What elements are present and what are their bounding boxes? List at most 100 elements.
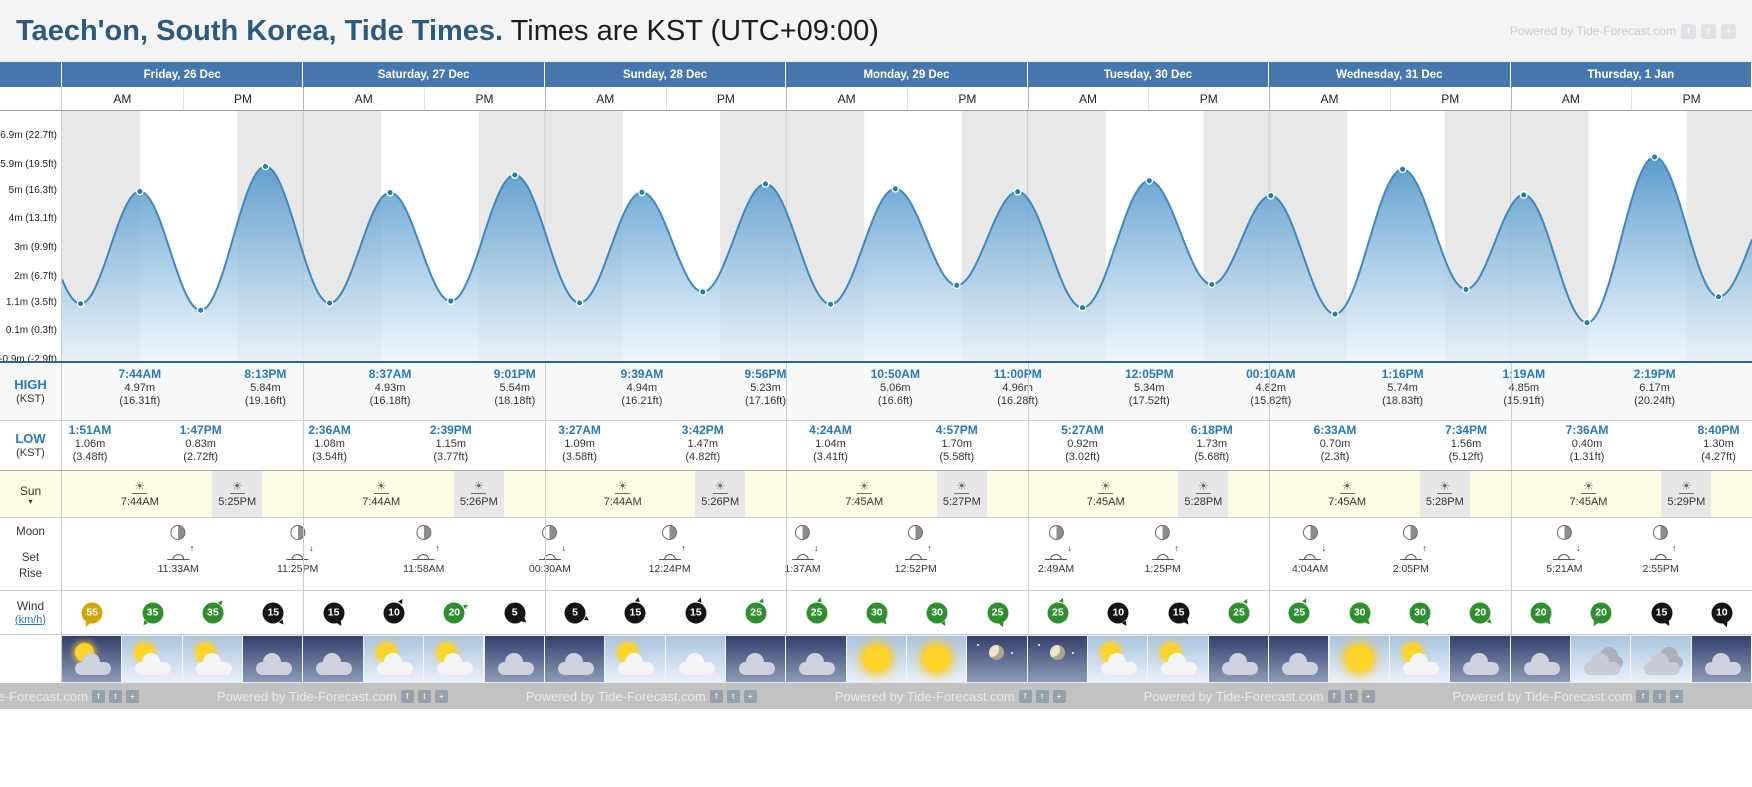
weather-cells (62, 635, 1752, 683)
facebook-icon[interactable]: f (1636, 689, 1650, 703)
twitter-icon[interactable]: t (1035, 689, 1049, 703)
wind-direction-arrow: ▲ (1421, 618, 1433, 631)
share-icon[interactable]: + (1361, 689, 1375, 703)
low-tide-entry: 5:27AM 0.92m (3.02ft) (1061, 423, 1104, 465)
tide-height-m: 5.84m (250, 381, 281, 394)
footer-powered-by-link[interactable]: Powered by Tide-Forecast.com (1143, 688, 1324, 704)
tide-time: 3:42PM (681, 423, 724, 437)
facebook-icon[interactable]: f (91, 689, 105, 703)
facebook-icon[interactable]: f (709, 689, 723, 703)
facebook-icon[interactable]: f (1327, 689, 1341, 703)
tide-chart-row: 7.9m (25.9ft) 6.9m (22.7ft) 5.9m (19.5ft) 5… (0, 111, 1752, 363)
cloud-icon (135, 653, 172, 675)
weather-tile-night-cloud (1269, 636, 1330, 682)
footer-powered-by-link[interactable]: Powered by Tide-Forecast.com (216, 688, 397, 704)
footer-powered-by-link[interactable]: Powered by Tide-Forecast.com (0, 688, 88, 704)
footer-powered-by-link[interactable]: Powered by Tide-Forecast.com (525, 688, 706, 704)
cloud-icon (618, 653, 655, 675)
day-boundary-line (1027, 87, 1029, 110)
twitter-icon[interactable]: t (417, 689, 431, 703)
twitter-icon[interactable]: t (1344, 689, 1358, 703)
high-tide-entry: 1:19AM 4.85m (15.91ft) (1502, 367, 1545, 409)
wind-direction-arrow: ▲ (215, 596, 228, 609)
moon-rise-entry: ↑ 2:55PM (1643, 525, 1679, 575)
moon-set-entry: ↓ 2:49AM (1038, 525, 1074, 575)
footer-powered-by-link[interactable]: Powered by Tide-Forecast.com (1452, 688, 1633, 704)
wind-direction-arrow: ▲ (395, 594, 407, 607)
y-axis-tick: 6.9m (22.7ft) (0, 130, 57, 141)
tide-point (196, 306, 205, 315)
twitter-icon[interactable]: t (108, 689, 122, 703)
high-tide-entry: 1:16PM 5.74m (18.83ft) (1382, 367, 1424, 409)
weather-tile-night-moon (967, 636, 1028, 682)
day-boundary-line (1027, 363, 1029, 420)
twitter-icon[interactable]: t (1653, 689, 1667, 703)
moon-phase-icon (1048, 525, 1064, 540)
day-header-row: Friday, 26 Dec Saturday, 27 Dec Sunday, 28… (0, 62, 1752, 87)
wind-direction-arrow: ▲ (1057, 594, 1068, 606)
weather-tile-night-cloud (1450, 636, 1511, 682)
share-icon[interactable]: + (743, 689, 757, 703)
wind-direction-arrow: ▲ (334, 618, 347, 631)
tide-point (261, 162, 270, 171)
share-icon[interactable]: + (434, 689, 448, 703)
wind-speed-badge: 35 ▲ (139, 602, 163, 630)
half-day-line (1631, 87, 1633, 110)
moon-row-label: Moon Set Rise (0, 518, 62, 590)
weather-tile-day-suncloud (182, 636, 244, 682)
day-boundary-line (303, 87, 305, 110)
wind-direction-arrow: ▲ (1299, 594, 1311, 607)
sunset-time: 5:26PM (701, 495, 740, 508)
day-header-4: Monday, 29 Dec (786, 62, 1028, 87)
twitter-icon[interactable]: t (1701, 23, 1716, 39)
wind-unit-link[interactable]: (km/h) (14, 613, 47, 626)
tide-point (826, 300, 835, 309)
tide-curve-svg (62, 111, 1752, 361)
wind-speed-badge: 20 ▲ (1589, 602, 1612, 630)
high-tide-entry: 9:56PM 5.23m (17.16ft) (744, 367, 786, 409)
twitter-icon[interactable]: t (726, 689, 740, 703)
y-axis-tick: 0.1m (0.3ft) (5, 325, 57, 337)
y-axis-tick: 5.9m (19.5ft) (0, 158, 57, 170)
powered-by-link[interactable]: Powered by Tide-Forecast.com (1509, 24, 1676, 38)
day-boundary-line (786, 421, 788, 470)
tide-point (510, 171, 519, 179)
facebook-icon[interactable]: f (1681, 23, 1696, 39)
share-icon[interactable]: + (1052, 689, 1066, 703)
moon-set-entry: ↓ 4:04AM (1292, 525, 1328, 575)
moon-set-icon: ↓ (1553, 544, 1580, 560)
moon-phase-icon (416, 525, 432, 540)
footer-powered-by-link[interactable]: Powered by Tide-Forecast.com (834, 688, 1015, 704)
wind-speed-badge: 30 ▲ (1409, 602, 1432, 630)
wind-speed-badge: 30 ▲ (866, 602, 891, 629)
day-boundary-line (1510, 421, 1512, 470)
facebook-icon[interactable]: f (1018, 689, 1032, 703)
tide-height-ft: (16.6ft) (877, 395, 913, 407)
wind-speed-badge: 5 ▲ (504, 602, 531, 627)
tide-time: 9:01PM (493, 367, 536, 381)
low-tide-entry: 6:18PM 1.73m (5.68ft) (1191, 423, 1233, 465)
horizon-line (615, 492, 631, 494)
weather-tile-night-cloud (1510, 636, 1571, 682)
day-boundary-line (1269, 471, 1271, 517)
wind-label-text: Wind (16, 598, 45, 613)
share-icon[interactable]: + (1670, 689, 1684, 703)
tide-point (76, 299, 85, 308)
weather-tile-day-cloud (665, 636, 726, 682)
tide-point (1078, 303, 1087, 312)
cloud-icon (1523, 653, 1560, 675)
sunset-time: 5:29PM (1667, 495, 1706, 508)
sunrise-icon: ☀ (617, 478, 629, 493)
cloud-icon (1101, 653, 1138, 675)
moon-rise-entry: ↑ 11:33AM (158, 525, 199, 575)
tide-point (1207, 280, 1216, 289)
moon-rise-time: 11:58AM (403, 563, 445, 575)
tide-height-m: 0.92m (1067, 437, 1098, 450)
share-icon[interactable]: + (125, 689, 139, 703)
tide-height-m: 1.15m (435, 437, 467, 450)
share-icon[interactable]: + (1721, 23, 1736, 39)
day-boundary-line (303, 518, 305, 590)
facebook-icon[interactable]: f (400, 689, 414, 703)
low-tide-cells: 1:51AM 1.06m (3.48ft) 1:47PM 0.83m (2.72ft) 2:… (62, 421, 1752, 470)
